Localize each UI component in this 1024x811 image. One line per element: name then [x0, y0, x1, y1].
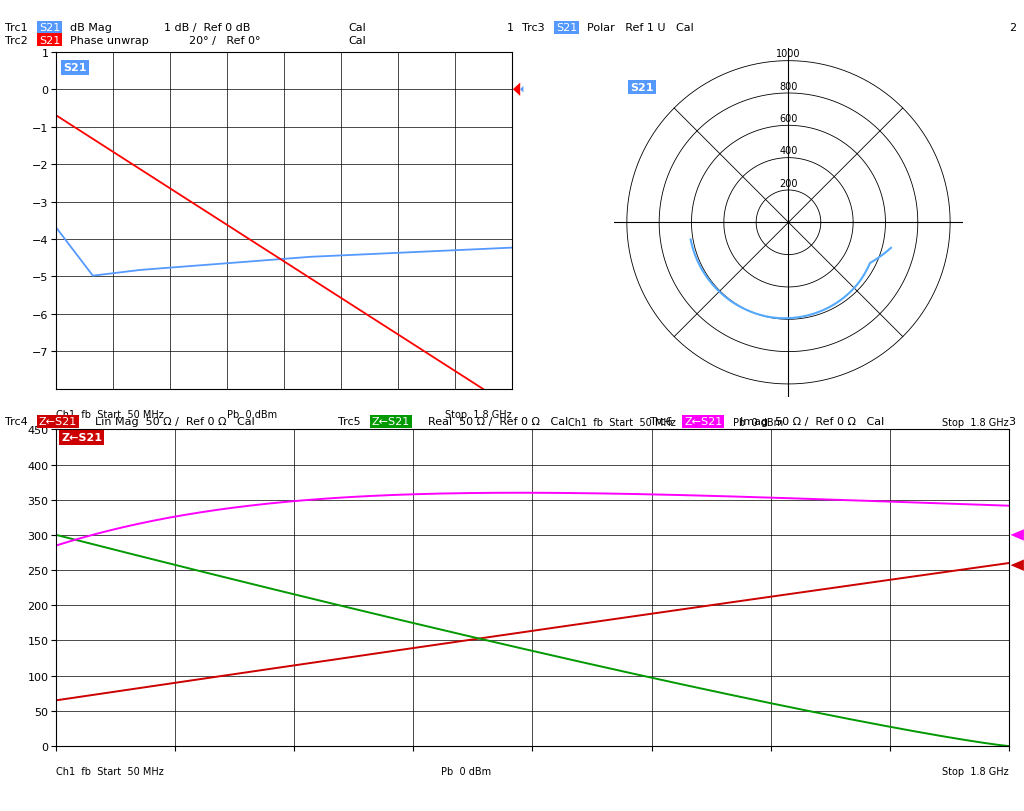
Polygon shape [1011, 530, 1024, 541]
Text: Real  50 Ω /  Ref 0 Ω   Cal: Real 50 Ω / Ref 0 Ω Cal [428, 417, 568, 427]
Text: Stop  1.8 GHz: Stop 1.8 GHz [445, 410, 512, 419]
Text: S21: S21 [39, 36, 60, 45]
Text: 3: 3 [1009, 417, 1016, 427]
Text: S21: S21 [39, 24, 60, 33]
Text: Pb  0 dBm: Pb 0 dBm [440, 766, 490, 776]
Text: Ch1  fb  Start  50 MHz: Ch1 fb Start 50 MHz [568, 418, 676, 427]
Text: 200: 200 [779, 178, 798, 188]
Text: Trc2: Trc2 [5, 36, 28, 45]
Text: Z←S21: Z←S21 [61, 433, 102, 443]
Text: Stop  1.8 GHz: Stop 1.8 GHz [942, 766, 1009, 776]
Text: Ch1  fb  Start  50 MHz: Ch1 fb Start 50 MHz [56, 766, 164, 776]
Text: Phase unwrap: Phase unwrap [70, 36, 148, 45]
Text: Z←S21: Z←S21 [39, 417, 77, 427]
Text: S21: S21 [630, 83, 653, 92]
Text: Cal: Cal [348, 36, 366, 45]
Text: 20° /   Ref 0°: 20° / Ref 0° [189, 36, 261, 45]
Text: Ch1  fb  Start  50 MHz: Ch1 fb Start 50 MHz [56, 410, 164, 419]
Polygon shape [513, 84, 520, 97]
Text: 1: 1 [507, 24, 514, 33]
Text: Trc3: Trc3 [522, 24, 545, 33]
Text: 1 dB /  Ref 0 dB: 1 dB / Ref 0 dB [164, 24, 250, 33]
Text: Trc4: Trc4 [5, 417, 28, 427]
Text: S21: S21 [63, 63, 87, 73]
Text: Pb  0 dBm: Pb 0 dBm [227, 410, 278, 419]
Text: 800: 800 [779, 81, 798, 92]
Text: Polar   Ref 1 U   Cal: Polar Ref 1 U Cal [587, 24, 693, 33]
Polygon shape [1011, 560, 1024, 571]
Text: Pb  0 dBm: Pb 0 dBm [732, 418, 782, 427]
Text: Z←S21: Z←S21 [372, 417, 410, 427]
Text: S21: S21 [556, 24, 578, 33]
Text: Trc5: Trc5 [338, 417, 360, 427]
Text: 600: 600 [779, 114, 798, 124]
Text: 1000: 1000 [776, 49, 801, 59]
Text: Lin Mag  50 Ω /  Ref 0 Ω   Cal: Lin Mag 50 Ω / Ref 0 Ω Cal [95, 417, 255, 427]
Text: Cal: Cal [348, 24, 366, 33]
Text: 2: 2 [1009, 24, 1016, 33]
Text: Stop  1.8 GHz: Stop 1.8 GHz [942, 418, 1009, 427]
Polygon shape [520, 87, 523, 93]
Text: dB Mag: dB Mag [70, 24, 112, 33]
Text: Trc6: Trc6 [650, 417, 673, 427]
Text: Z←S21: Z←S21 [684, 417, 722, 427]
Text: Imag  50 Ω /  Ref 0 Ω   Cal: Imag 50 Ω / Ref 0 Ω Cal [740, 417, 885, 427]
Text: 400: 400 [779, 146, 798, 156]
Text: Trc1: Trc1 [5, 24, 28, 33]
